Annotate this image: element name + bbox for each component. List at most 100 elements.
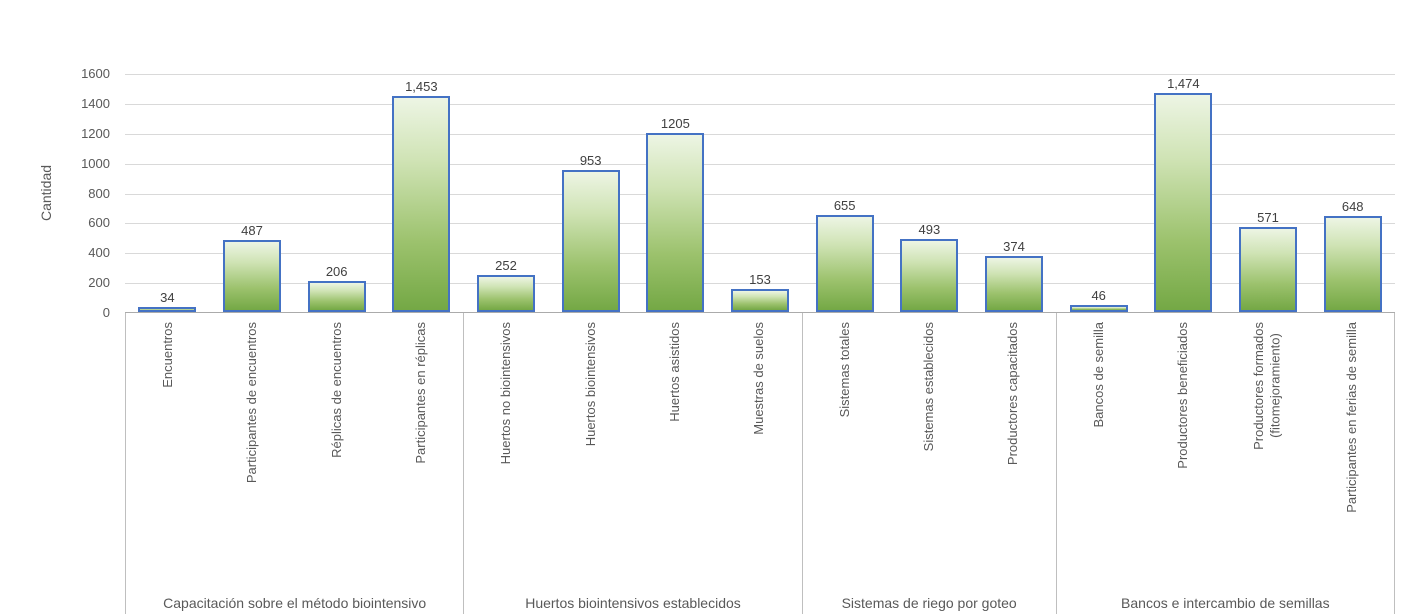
bar-slot: 252 (464, 74, 549, 312)
category-label: Sistemas totales (836, 322, 852, 418)
bar: 953 (561, 153, 620, 312)
bar-value-label: 252 (495, 257, 517, 273)
category-label: Encuentros (160, 322, 176, 388)
y-tick-label: 1200 (81, 125, 110, 141)
bar-value-label: 487 (241, 222, 263, 238)
category-label: Sistemas establecidos (921, 322, 937, 452)
x-axis-label-band: Encuentros Participantes de encuentros Rép… (125, 313, 1395, 614)
y-tick-label: 1400 (81, 95, 110, 111)
category-slot: Sistemas totales (803, 322, 887, 586)
bar-value-label: 1,453 (405, 78, 438, 94)
category-label-row: Bancos de semilla Productores beneficiado… (1057, 313, 1394, 586)
bar-value-label: 206 (325, 264, 348, 280)
gridline (125, 193, 1395, 195)
bar-slot: 153 (718, 74, 803, 312)
y-tick-label: 200 (88, 275, 110, 291)
bar: 374 (985, 239, 1044, 312)
bar-slot: 1,453 (379, 74, 464, 312)
y-tick-label: 800 (88, 185, 110, 201)
category-label: Bancos de semilla (1090, 322, 1106, 428)
category-label: Huertos biointensivos (582, 322, 598, 447)
category-label: Réplicas de encuentros (328, 322, 344, 458)
category-label: Participantes en ferias de semilla (1343, 322, 1359, 513)
bar-value-label: 648 (1341, 198, 1364, 214)
y-tick-label: 1000 (81, 155, 110, 171)
bar-slot: 34 (125, 74, 210, 312)
y-tick-label: 400 (88, 245, 110, 261)
x-group-column: Encuentros Participantes de encuentros Rép… (126, 313, 465, 614)
plot-area: 34 487 206 1,453 252 953 1205 153 655 493 374 46 1,4… (125, 74, 1395, 313)
bar: 34 (138, 290, 197, 312)
category-slot: Huertos asistidos (633, 322, 717, 586)
gridline (125, 253, 1395, 255)
bar: 1205 (646, 116, 705, 312)
bar-value-label: 46 (1091, 288, 1106, 304)
bar: 206 (307, 264, 366, 312)
category-label-row: Encuentros Participantes de encuentros Rép… (126, 313, 463, 586)
bar-slot: 655 (802, 74, 887, 312)
category-slot: Productores capacitados (971, 322, 1055, 586)
y-tick-label: 600 (88, 215, 110, 231)
bar-slot: 648 (1310, 74, 1395, 312)
bar: 648 (1323, 199, 1382, 312)
bar: 493 (900, 222, 959, 312)
bar-value-label: 34 (160, 289, 175, 305)
group-label: Huertos biointensivos establecidos (525, 595, 741, 611)
bar: 1,453 (392, 79, 451, 312)
y-tick-label: 0 (102, 305, 110, 320)
category-slot: Productores beneficiados (1141, 322, 1225, 586)
category-slot: Huertos no biointensivos (464, 322, 548, 586)
gridline (125, 163, 1395, 165)
bar-slot: 206 (294, 74, 379, 312)
bar: 252 (477, 258, 535, 312)
group-label: Capacitación sobre el método biointensiv… (163, 595, 427, 611)
category-slot: Participantes en ferias de semilla (1310, 322, 1394, 586)
category-label: Productores capacitados (1005, 322, 1021, 466)
category-slot: Sistemas establecidos (887, 322, 971, 586)
bar-slot: 1205 (633, 74, 718, 312)
category-label: Huertos no biointensivos (498, 322, 514, 465)
category-label: Productores beneficiados (1175, 322, 1191, 469)
bar-slot: 374 (972, 74, 1057, 312)
category-slot: Réplicas de encuentros (295, 322, 379, 586)
category-label: Participantes de encuentros (244, 322, 260, 484)
bar-value-label: 153 (749, 272, 771, 288)
bar: 571 (1239, 210, 1298, 312)
bar-slot: 1,474 (1141, 74, 1226, 312)
bar-value-label: 571 (1257, 210, 1279, 226)
bar-value-label: 1,474 (1167, 75, 1200, 91)
x-group-column: Bancos de semilla Productores beneficiado… (1057, 313, 1395, 614)
category-label-row: Sistemas totales Sistemas establecidos Pro… (803, 313, 1056, 586)
bar-value-label: 374 (1003, 239, 1025, 255)
bar-value-label: 1205 (660, 115, 690, 131)
category-label: Muestras de suelos (751, 322, 767, 435)
bar: 153 (731, 272, 790, 312)
bar-slot: 487 (210, 74, 295, 312)
bar-slot: 953 (548, 74, 633, 312)
gridline (125, 223, 1395, 225)
category-slot: Encuentros (126, 322, 210, 586)
bar-group: 34 487 206 1,453 (125, 74, 464, 312)
category-slot: Participantes de encuentros (210, 322, 294, 586)
bar-group: 655 493 374 (802, 74, 1056, 312)
bar-value-label: 493 (918, 221, 941, 237)
category-label: Productores formados (fitomejoramiento) (1251, 322, 1283, 450)
category-label-row: Huertos no biointensivos Huertos biointen… (464, 313, 801, 586)
bar-slot: 493 (887, 74, 972, 312)
bar-slot: 46 (1056, 74, 1141, 312)
bar-group: 46 1,474 571 648 (1056, 74, 1395, 312)
category-slot: Participantes en réplicas (379, 322, 463, 586)
gridline (125, 133, 1395, 135)
bar-value-label: 953 (579, 153, 602, 169)
x-group-column: Huertos no biointensivos Huertos biointen… (464, 313, 803, 614)
gridline (125, 283, 1395, 285)
bar: 487 (223, 223, 281, 312)
y-tick-label: 1600 (81, 66, 110, 81)
x-group-column: Sistemas totales Sistemas establecidos Pro… (803, 313, 1057, 614)
bar-value-label: 655 (833, 197, 856, 213)
group-label: Bancos e intercambio de semillas (1121, 595, 1330, 611)
bar: 1,474 (1154, 76, 1213, 312)
category-label: Participantes en réplicas (413, 322, 429, 464)
category-slot: Productores formados (fitomejoramiento) (1225, 322, 1309, 586)
bar-group: 252 953 1205 153 (464, 74, 803, 312)
